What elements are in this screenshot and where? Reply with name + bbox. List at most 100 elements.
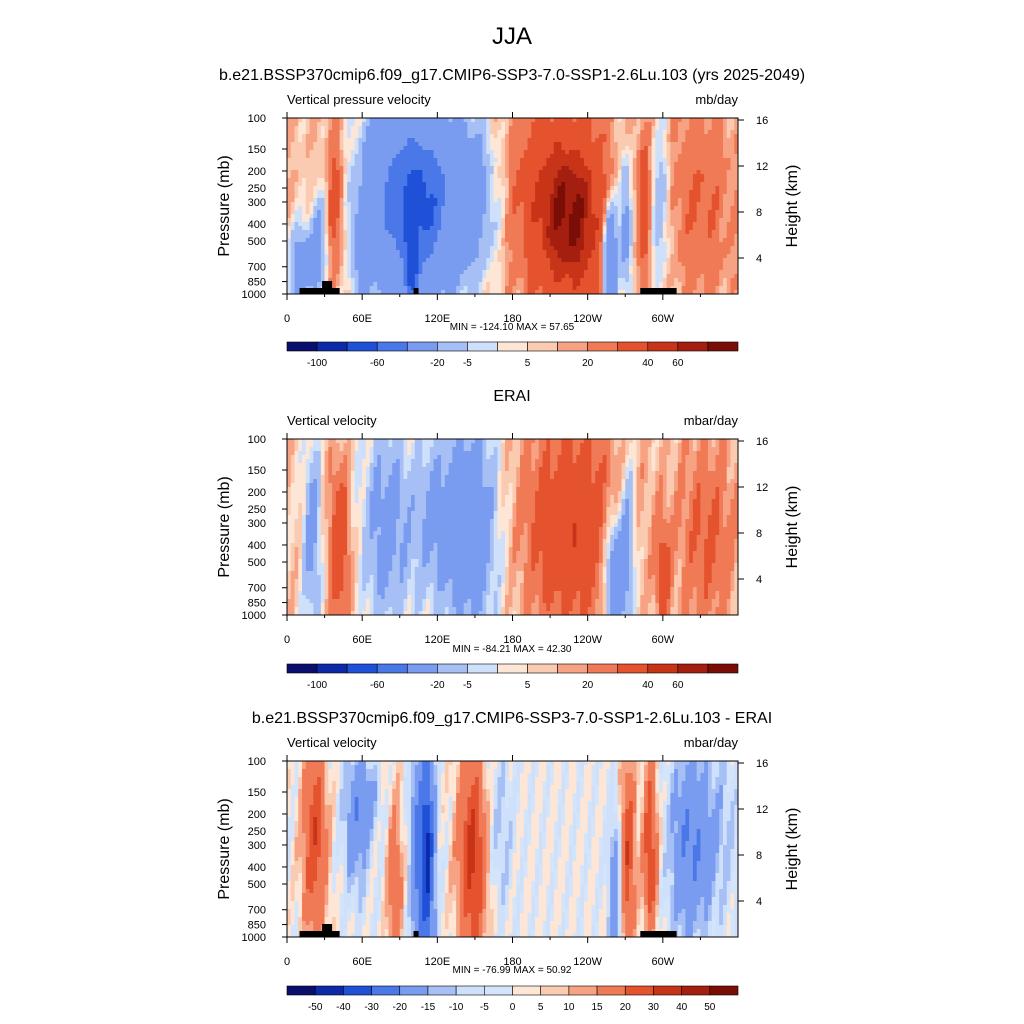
field-cell: [504, 274, 510, 279]
field-cell: [647, 278, 652, 283]
field-cell: [625, 118, 630, 123]
field-cell: [659, 122, 664, 127]
field-cell: [426, 166, 431, 171]
field-cell: [516, 238, 521, 243]
field-cell: [486, 126, 491, 131]
field-cell: [414, 174, 419, 179]
field-cell: [463, 226, 468, 231]
field-cell: [659, 198, 664, 203]
field-cell: [452, 242, 457, 247]
field-cell: [568, 182, 574, 187]
field-cell: [576, 222, 581, 227]
field-cell: [538, 154, 543, 159]
field-cell: [602, 146, 607, 151]
field-cell: [429, 154, 434, 159]
field-cell: [380, 246, 386, 251]
field-cell: [467, 202, 472, 207]
field-cell: [734, 166, 739, 171]
field-cell: [674, 214, 679, 219]
field-cell: [365, 246, 371, 251]
field-cell: [734, 170, 739, 175]
field-cell: [433, 194, 438, 199]
field-cell: [632, 222, 637, 227]
field-cell: [715, 170, 720, 175]
field-cell: [531, 198, 536, 203]
field-cell: [719, 226, 724, 231]
field-cell: [414, 214, 419, 219]
field-cell: [305, 266, 310, 271]
field-cell: [508, 142, 513, 147]
field-cell: [362, 190, 367, 195]
field-cell: [444, 234, 450, 239]
field-cell: [565, 126, 570, 131]
field-cell: [298, 174, 303, 179]
field-cell: [392, 142, 397, 147]
field-cell: [459, 170, 465, 175]
field-cell: [734, 146, 739, 151]
field-cell: [696, 134, 701, 139]
field-cell: [298, 142, 303, 147]
field-cell: [320, 134, 325, 139]
field-cell: [354, 134, 359, 139]
field-cell: [670, 202, 675, 207]
field-cell: [625, 230, 630, 235]
field-cell: [523, 258, 528, 263]
field-cell: [471, 214, 476, 219]
field-cell: [339, 142, 344, 147]
field-cell: [354, 198, 359, 203]
field-cell: [294, 138, 299, 143]
field-cell: [305, 130, 310, 135]
field-cell: [471, 282, 476, 287]
field-cell: [538, 150, 543, 155]
field-cell: [640, 126, 645, 131]
field-cell: [474, 262, 480, 267]
field-cell: [726, 162, 731, 167]
field-cell: [343, 134, 348, 139]
field-cell: [598, 174, 604, 179]
field-cell: [403, 146, 408, 151]
field-cell: [463, 214, 468, 219]
field-cell: [459, 234, 465, 239]
field-cell: [580, 278, 585, 283]
field-cell: [441, 130, 446, 135]
field-cell: [647, 210, 652, 215]
field-cell: [621, 158, 626, 163]
field-cell: [681, 122, 686, 127]
field-cell: [722, 178, 728, 183]
field-cell: [523, 186, 528, 191]
field-cell: [302, 182, 307, 187]
field-cell: [531, 190, 536, 195]
field-cell: [482, 210, 487, 215]
field-cell: [298, 262, 303, 267]
field-cell: [617, 206, 622, 211]
field-cell: [542, 134, 547, 139]
field-cell: [369, 194, 374, 199]
field-cell: [632, 262, 637, 267]
field-cell: [290, 134, 295, 139]
field-cell: [429, 278, 434, 283]
field-cell: [373, 210, 378, 215]
field-cell: [380, 222, 386, 227]
field-cell: [324, 222, 329, 227]
field-cell: [565, 122, 570, 127]
field-cell: [587, 218, 592, 223]
field-cell: [493, 226, 498, 231]
field-cell: [429, 202, 434, 207]
field-cell: [418, 282, 423, 287]
field-cell: [689, 230, 694, 235]
field-cell: [719, 202, 724, 207]
field-cell: [437, 282, 442, 287]
field-cell: [478, 126, 483, 131]
field-cell: [365, 138, 371, 143]
field-cell: [463, 270, 468, 275]
field-cell: [651, 222, 656, 227]
field-cell: [565, 222, 570, 227]
field-cell: [395, 234, 401, 239]
field-cell: [527, 274, 532, 279]
field-cell: [527, 282, 532, 287]
field-cell: [644, 230, 649, 235]
field-cell: [598, 118, 604, 123]
field-cell: [426, 202, 431, 207]
field-cell: [380, 210, 386, 215]
field-cell: [610, 170, 615, 175]
